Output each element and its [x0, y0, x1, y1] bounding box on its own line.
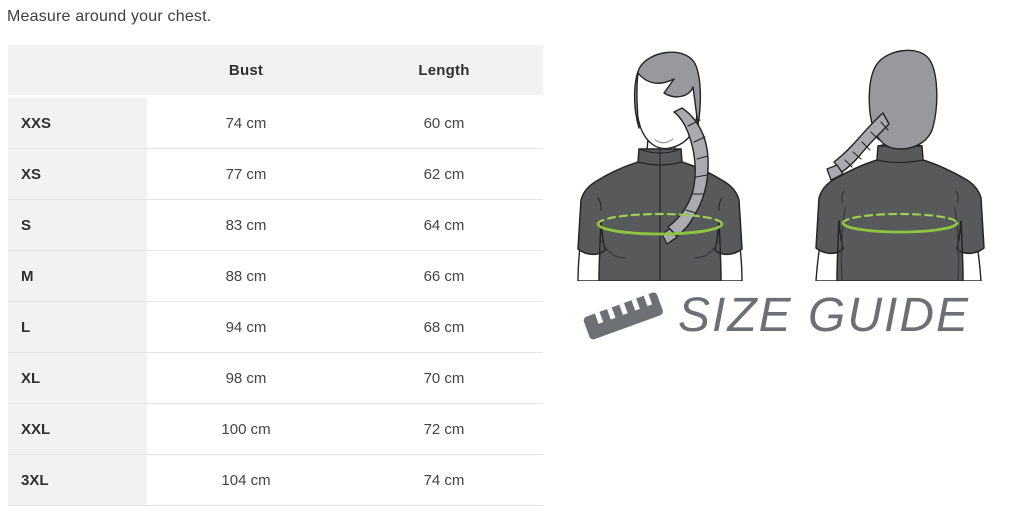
figure-back-illustration	[815, 49, 985, 281]
size-row: S 83 cm 64 cm	[8, 200, 543, 251]
bust-value: 88 cm	[147, 251, 345, 302]
size-label: M	[8, 251, 147, 302]
size-row: M 88 cm 66 cm	[8, 251, 543, 302]
bust-value: 94 cm	[147, 302, 345, 353]
bust-value: 98 cm	[147, 353, 345, 404]
size-row: 3XL 104 cm 74 cm	[8, 455, 543, 506]
size-table-header-row: Bust Length	[8, 45, 543, 98]
chest-measurement-line-front	[596, 212, 724, 236]
length-column-header: Length	[345, 45, 543, 98]
bust-value: 77 cm	[147, 149, 345, 200]
length-value: 74 cm	[345, 455, 543, 506]
measurement-figures-illustration	[577, 49, 985, 281]
size-row: XL 98 cm 70 cm	[8, 353, 543, 404]
ruler-icon	[583, 292, 663, 340]
size-guide-logo: SIZE GUIDE	[582, 284, 970, 346]
length-value: 70 cm	[345, 353, 543, 404]
size-table: Bust Length XXS 74 cm 60 cm XS 77 cm 62 …	[8, 45, 543, 506]
length-value: 68 cm	[345, 302, 543, 353]
size-guide-logo-text: SIZE GUIDE	[678, 288, 971, 342]
size-row: XXL 100 cm 72 cm	[8, 404, 543, 455]
size-row: L 94 cm 68 cm	[8, 302, 543, 353]
size-label: XS	[8, 149, 147, 200]
bust-value: 74 cm	[147, 98, 345, 149]
length-value: 72 cm	[345, 404, 543, 455]
braid-back	[826, 112, 890, 181]
size-column-header	[8, 45, 147, 98]
length-value: 62 cm	[345, 149, 543, 200]
length-value: 60 cm	[345, 98, 543, 149]
bust-column-header: Bust	[147, 45, 345, 98]
size-row: XS 77 cm 62 cm	[8, 149, 543, 200]
size-label: XL	[8, 353, 147, 404]
intro-text: Measure around your chest.	[7, 8, 212, 25]
size-label: S	[8, 200, 147, 251]
length-value: 66 cm	[345, 251, 543, 302]
bust-value: 104 cm	[147, 455, 345, 506]
size-label: XXS	[8, 98, 147, 149]
chest-measurement-line-back	[841, 212, 959, 234]
size-row: XXS 74 cm 60 cm	[8, 98, 543, 149]
length-value: 64 cm	[345, 200, 543, 251]
bust-value: 100 cm	[147, 404, 345, 455]
size-label: L	[8, 302, 147, 353]
figure-front-illustration	[577, 51, 743, 281]
size-label: XXL	[8, 404, 147, 455]
bust-value: 83 cm	[147, 200, 345, 251]
size-label: 3XL	[8, 455, 147, 506]
